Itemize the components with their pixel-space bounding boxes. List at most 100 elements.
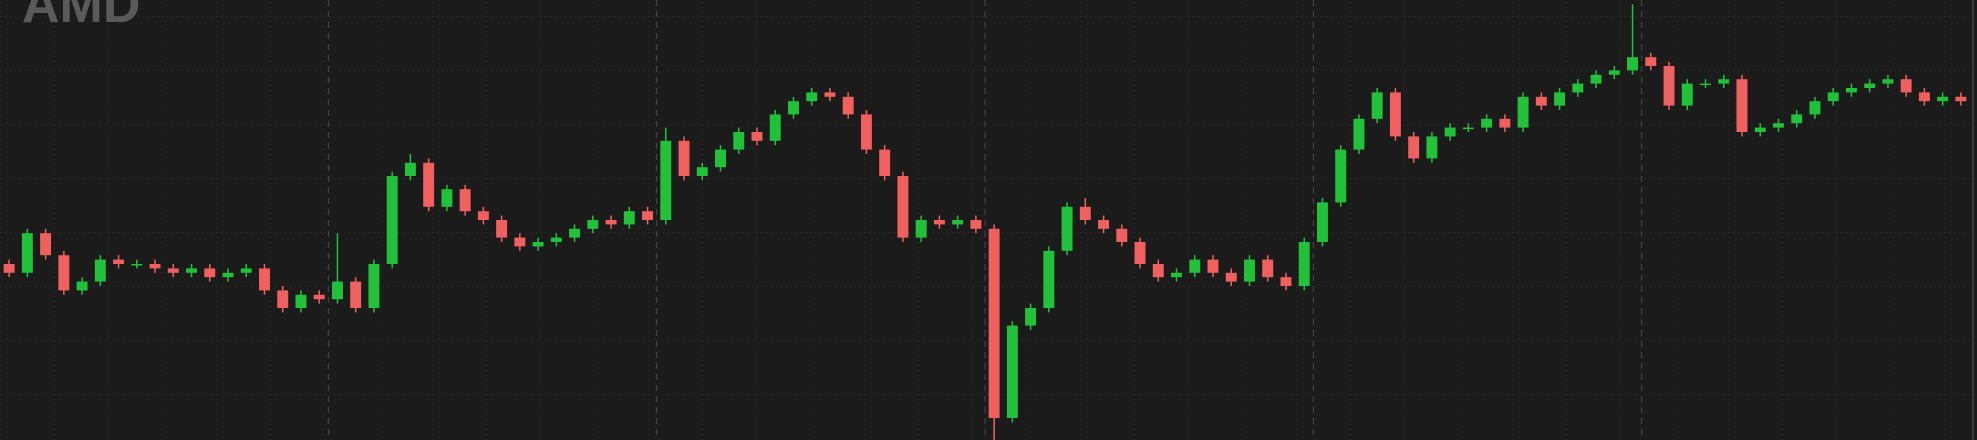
candle-body: [988, 228, 1000, 418]
candle-body: [240, 268, 252, 273]
candle-body: [1280, 277, 1292, 286]
candle-body: [514, 237, 526, 247]
candle-body: [824, 92, 836, 97]
candle-body: [1408, 136, 1420, 159]
candle-body: [1116, 228, 1128, 242]
candle-body: [769, 114, 781, 141]
candle-body: [897, 176, 909, 238]
candle-body: [1572, 83, 1584, 93]
candle-body: [222, 272, 234, 278]
candle-body: [40, 233, 52, 256]
candle-body: [1499, 118, 1511, 128]
candle-body: [696, 167, 708, 176]
candle-body: [204, 268, 216, 278]
candle-body: [1718, 79, 1730, 84]
candle-body: [21, 233, 33, 273]
candle-body: [788, 101, 799, 115]
candle-body: [715, 149, 726, 168]
candle-body: [186, 268, 197, 273]
candle-body: [113, 259, 125, 264]
candle-body: [1189, 259, 1201, 273]
candle-body: [678, 140, 690, 176]
candle-body: [1845, 88, 1857, 93]
candle-body: [1353, 118, 1365, 150]
candle-body: [806, 92, 818, 102]
candle-body: [1791, 114, 1803, 124]
candle-body: [1827, 92, 1839, 102]
candle-body: [441, 189, 453, 207]
candle-body: [1554, 92, 1566, 106]
candle-body: [605, 220, 617, 225]
candle-body: [277, 290, 289, 308]
candle-body: [623, 211, 635, 225]
candle-body: [386, 176, 398, 264]
candle-body: [1444, 127, 1456, 137]
candle-body: [1389, 92, 1401, 137]
candle-body: [131, 264, 143, 266]
candle-body: [368, 264, 380, 308]
candle-body: [1481, 118, 1493, 128]
candle-body: [1316, 202, 1328, 242]
candle-body: [1700, 83, 1711, 86]
candle-body: [1152, 264, 1164, 278]
candle-body: [295, 294, 307, 308]
watermark: AMD: [22, 0, 140, 34]
candle-body: [879, 149, 891, 176]
candle-body: [1937, 96, 1949, 102]
candle-body: [313, 294, 325, 300]
candle-body: [550, 237, 562, 242]
candle-body: [642, 211, 654, 220]
candle-body: [1262, 259, 1274, 278]
candle-body: [167, 268, 179, 273]
candle-body: [1809, 101, 1821, 115]
candle-body: [1608, 70, 1620, 75]
candle-body: [76, 281, 88, 291]
candle-body: [1171, 272, 1182, 278]
candle-body: [1773, 123, 1784, 128]
candle-body: [1079, 206, 1091, 220]
candle-body: [1061, 206, 1073, 251]
candle-body: [1134, 242, 1146, 264]
candle-body: [331, 281, 343, 300]
candle-body: [1918, 92, 1930, 102]
candle-body: [1371, 92, 1383, 119]
candle-body: [1006, 325, 1018, 418]
candle-body: [149, 264, 161, 269]
candle-body: [1681, 83, 1693, 106]
candle-body: [933, 220, 945, 225]
candle-body: [1207, 259, 1219, 273]
candle-body: [1627, 57, 1639, 71]
candle-body: [58, 255, 70, 291]
candle-body: [842, 96, 854, 115]
candle-body: [1882, 79, 1894, 84]
candle-body: [459, 189, 471, 212]
candle-body: [1517, 96, 1529, 128]
candle-body: [1900, 79, 1912, 93]
candle-body: [1754, 127, 1766, 132]
candle-body: [1955, 96, 1967, 102]
candle-body: [404, 162, 416, 176]
candle-body: [496, 220, 508, 238]
candle-body: [1590, 74, 1602, 84]
candle-body: [423, 162, 435, 207]
candle-body: [1645, 57, 1657, 66]
candle-body: [259, 268, 270, 291]
candle-body: [751, 132, 763, 141]
candle-body: [1043, 250, 1055, 308]
candle-body: [952, 220, 964, 225]
candle-body: [733, 132, 745, 150]
candle-body: [1864, 83, 1876, 88]
candle-body: [569, 228, 581, 238]
candle-body: [915, 220, 927, 238]
candle-body: [532, 242, 544, 247]
candle-body: [1663, 66, 1675, 106]
candle-body: [1225, 272, 1237, 282]
candle-body: [660, 140, 672, 220]
candle-body: [860, 114, 872, 150]
candle-body: [1298, 242, 1310, 286]
candle-body: [477, 211, 489, 220]
candle-body: [3, 264, 15, 273]
